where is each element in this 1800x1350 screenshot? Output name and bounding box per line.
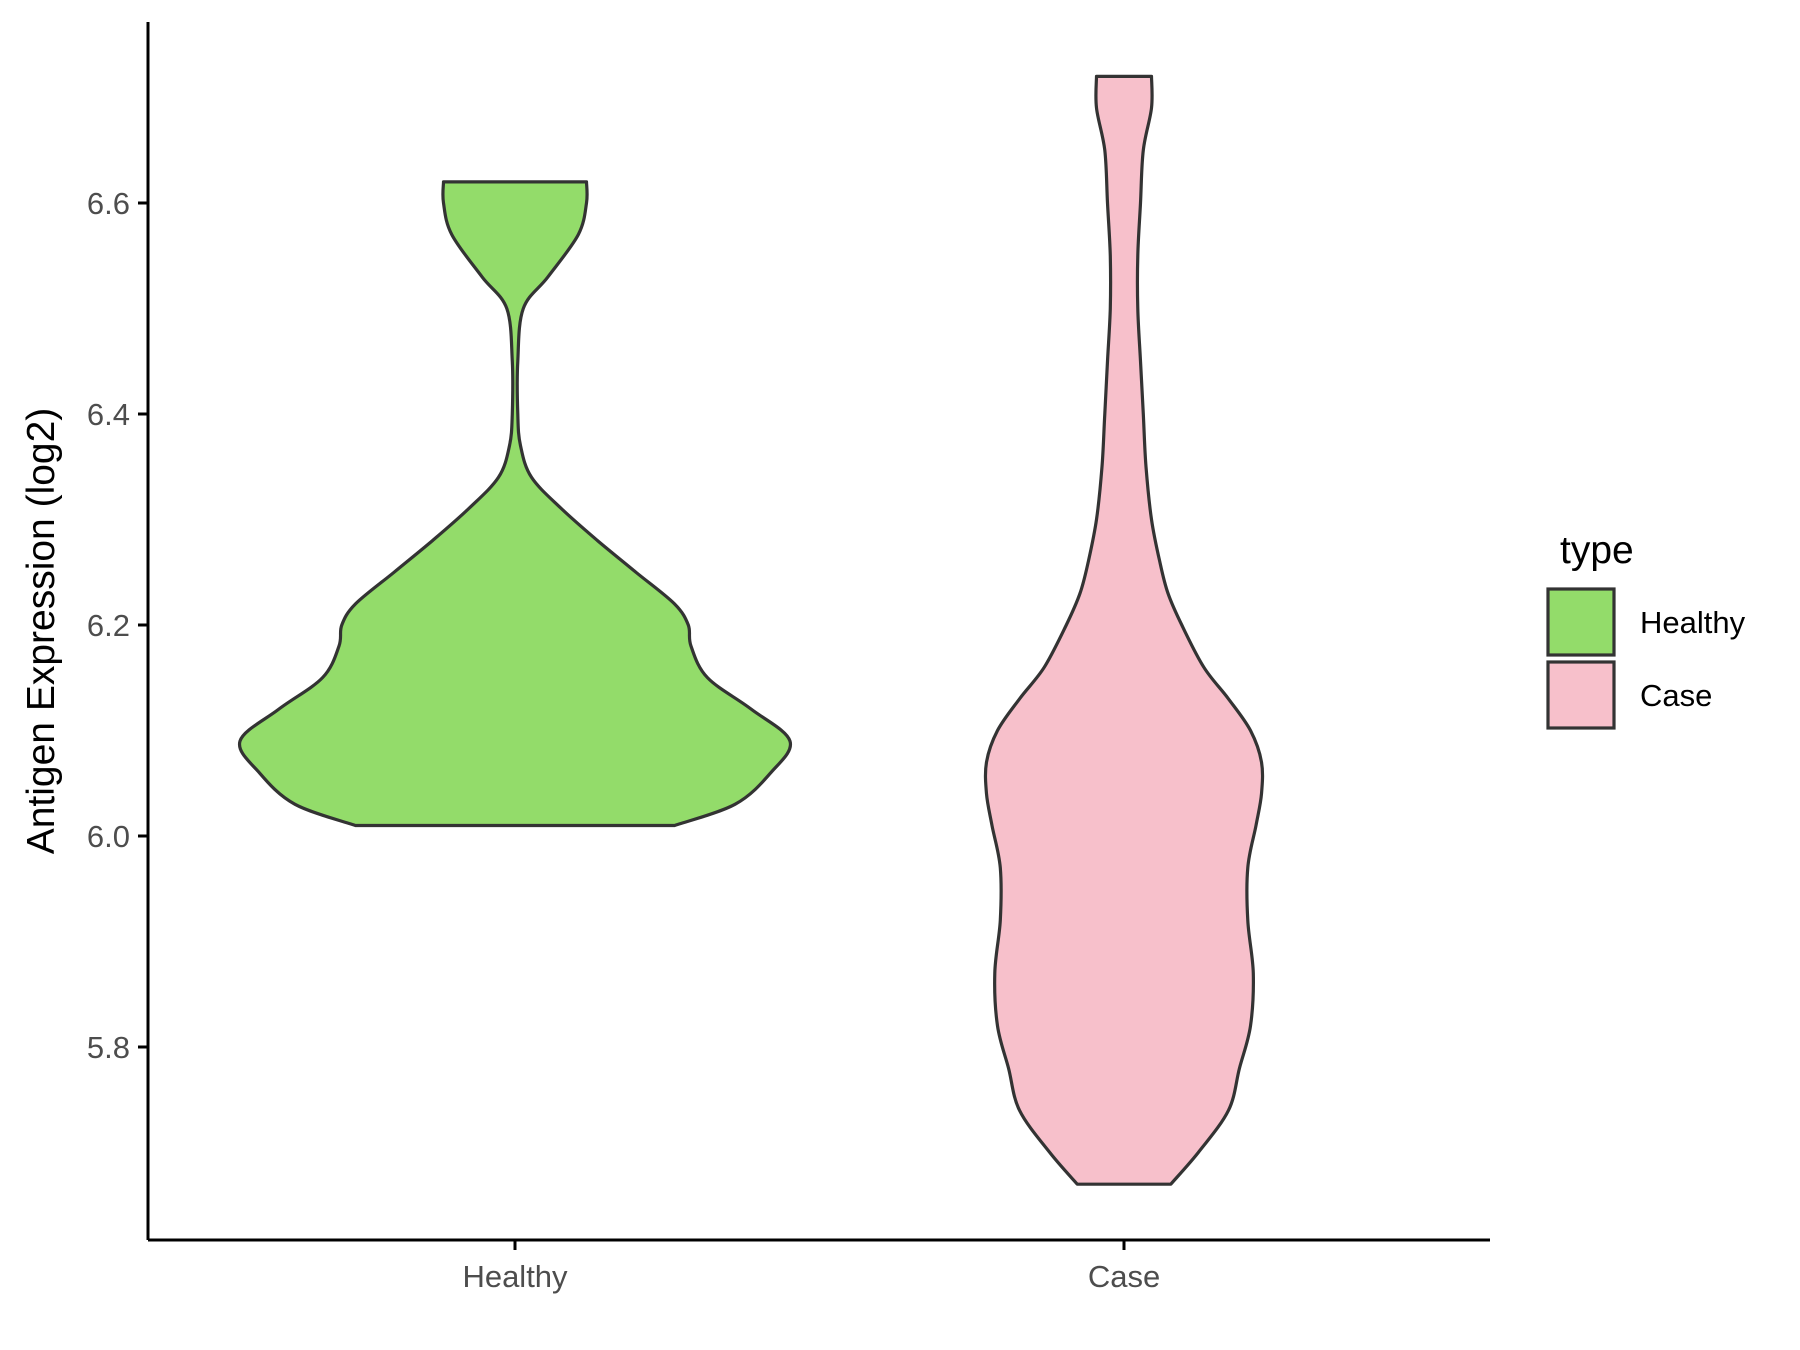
- legend-title: type: [1560, 529, 1634, 572]
- legend-key-healthy: [1546, 587, 1616, 657]
- y-tick-label: 5.8: [87, 1030, 130, 1065]
- x-tick-label: Case: [1088, 1259, 1160, 1294]
- y-tick-label: 6.6: [87, 186, 130, 221]
- y-tick-label: 6.4: [87, 397, 130, 432]
- x-tick-label: Healthy: [462, 1259, 568, 1294]
- legend: type Healthy Case: [1546, 529, 1746, 730]
- violin-case: [983, 74, 1265, 1186]
- legend-label: Case: [1640, 678, 1712, 713]
- violin-healthy: [237, 180, 793, 828]
- legend-label: Healthy: [1640, 605, 1746, 640]
- y-ticks: 5.8 6.0 6.2 6.4 6.6: [87, 186, 148, 1065]
- violins-layer: [237, 74, 1265, 1186]
- legend-items: Healthy Case: [1546, 587, 1746, 730]
- y-axis-title: Antigen Expression (log2): [20, 408, 63, 855]
- legend-key-case: [1546, 660, 1616, 730]
- x-ticks: Healthy Case: [462, 1240, 1160, 1294]
- y-tick-label: 6.2: [87, 608, 130, 643]
- y-tick-label: 6.0: [87, 819, 130, 854]
- axes-layer: [146, 22, 1490, 1242]
